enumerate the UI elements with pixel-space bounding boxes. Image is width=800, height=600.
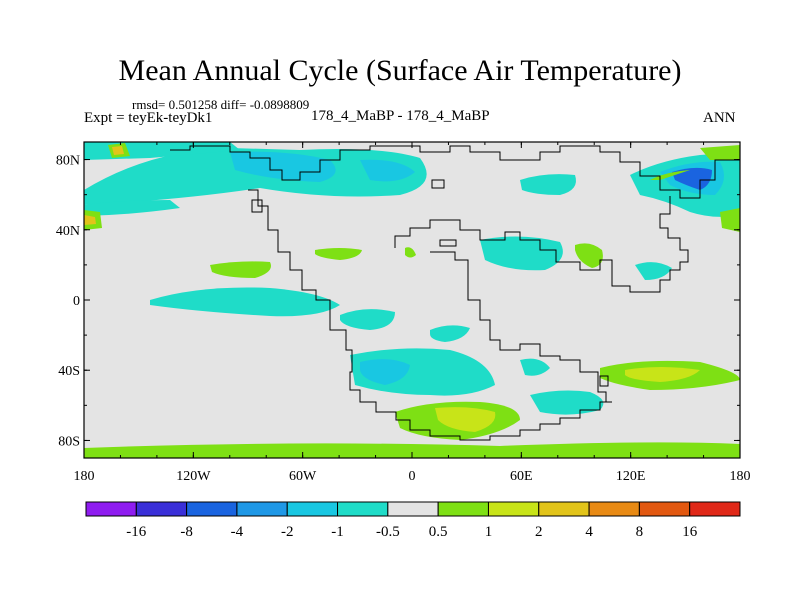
anomaly-region <box>340 309 395 330</box>
anomaly-region <box>360 159 415 182</box>
anomaly-region <box>625 367 700 382</box>
anomaly-region <box>520 174 576 195</box>
colorbar-swatch <box>186 501 238 517</box>
colorbar-swatch <box>236 501 288 517</box>
anomaly-region <box>700 145 740 160</box>
anomaly-region <box>84 148 427 205</box>
gondwana-interior-outline <box>430 251 607 402</box>
colorbar-label: 16 <box>682 524 698 540</box>
colorbar-label: 0.5 <box>429 524 448 540</box>
colorbar-label: -16 <box>126 524 146 540</box>
anomaly-region <box>112 146 124 155</box>
tethys-outline <box>394 196 689 293</box>
anomaly-region <box>480 236 563 271</box>
small-inner-outline <box>251 199 263 213</box>
colorbar-swatch <box>487 501 540 517</box>
anomaly-region <box>430 325 470 342</box>
x-tick-label: 120W <box>176 469 211 484</box>
colorbar-swatch <box>538 501 590 517</box>
colorbar-label: -0.5 <box>376 524 400 540</box>
season-label: ANN <box>703 110 736 126</box>
x-tick-label: 180 <box>74 469 95 484</box>
x-tick-label: 120E <box>616 469 646 484</box>
colorbar-swatch <box>387 501 439 517</box>
pangaea-outline-west <box>248 189 612 441</box>
pangaea-outline-north <box>170 145 740 199</box>
anomaly-fields <box>84 142 740 458</box>
colorbar-swatch <box>85 501 137 517</box>
anomaly-region <box>530 390 604 415</box>
small-inner-outline <box>431 179 445 189</box>
colorbar-swatch <box>337 501 389 517</box>
colorbar-label: -4 <box>231 524 244 540</box>
stats-text: rmsd= 0.501258 diff= -0.0898809 <box>132 97 310 112</box>
colorbar-label: -1 <box>331 524 344 540</box>
anomaly-region <box>84 215 96 225</box>
anomaly-region <box>150 287 340 317</box>
small-inner-outline <box>439 239 457 247</box>
x-tick-label: 180 <box>730 469 751 484</box>
x-tick-label: 60W <box>289 469 317 484</box>
colorbar-label: 2 <box>535 524 543 540</box>
x-tick-label: 60E <box>510 469 533 484</box>
colorbar-swatch <box>286 501 339 517</box>
y-tick-label: 0 <box>73 294 80 309</box>
chart-title: Mean Annual Cycle (Surface Air Temperatu… <box>118 54 682 87</box>
colorbar-label: 8 <box>636 524 644 540</box>
anomaly-region <box>520 358 550 376</box>
anomaly-region <box>84 442 740 458</box>
y-tick-label: 40S <box>58 364 80 379</box>
colorbar-label: 1 <box>485 524 493 540</box>
anomaly-region <box>720 208 740 232</box>
continent-outlines <box>170 145 740 441</box>
runs-label: 178_4_MaBP - 178_4_MaBP <box>311 108 490 124</box>
anomaly-region <box>360 359 410 385</box>
y-tick-label: 80N <box>56 154 80 169</box>
colorbar-swatch <box>689 501 741 517</box>
anomaly-region <box>315 248 362 260</box>
colorbar-label: -8 <box>180 524 193 540</box>
y-tick-label: 80S <box>58 434 80 449</box>
anomaly-region <box>405 247 416 258</box>
anomaly-region <box>84 200 180 216</box>
anomaly-region <box>210 261 271 278</box>
colorbar-swatch <box>135 501 188 517</box>
anomaly-region <box>635 262 672 280</box>
axis-ticks <box>83 142 741 458</box>
colorbar-label: -2 <box>281 524 294 540</box>
y-tick-label: 40N <box>56 224 80 239</box>
colorbar-swatch <box>437 501 489 517</box>
anomaly-region <box>435 407 496 432</box>
small-inner-outline <box>599 375 609 387</box>
colorbar: -16 -8 -4 -2 -1 -0.5 0.5 1 2 4 8 16 <box>85 501 741 540</box>
anomaly-region <box>230 151 336 182</box>
colorbar-label: 4 <box>585 524 593 540</box>
anomaly-region <box>575 243 603 268</box>
colorbar-swatch <box>638 501 691 517</box>
colorbar-swatch <box>588 501 640 517</box>
anomaly-region <box>672 167 712 190</box>
x-tick-label: 0 <box>409 469 416 484</box>
experiment-label: Expt = teyEk-teyDk1 <box>84 110 213 126</box>
axis-tick-labels: 180 120W 60W 0 60E 120E 180 80N 40N 0 40S 80S <box>56 154 751 484</box>
